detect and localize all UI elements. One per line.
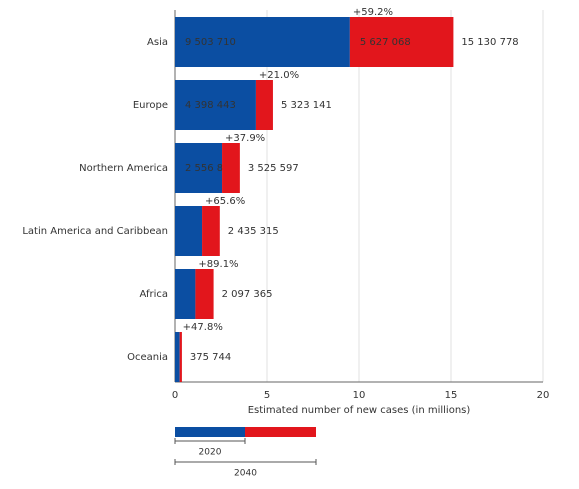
- value-label: 9 503 710: [185, 37, 236, 48]
- legend-swatch: [175, 427, 245, 437]
- x-tick-label: 10: [353, 390, 366, 401]
- bar-segment: [179, 332, 182, 382]
- growth-label: +37.9%: [225, 133, 265, 144]
- bar-segment: [349, 17, 454, 67]
- category-label: Asia: [147, 37, 168, 48]
- total-label: 2 097 365: [222, 289, 273, 300]
- bar-segment: [175, 206, 203, 256]
- total-label: 15 130 778: [461, 37, 518, 48]
- growth-label: +47.8%: [183, 322, 223, 333]
- category-label: Latin America and Caribbean: [22, 226, 168, 237]
- category-label: Northern America: [79, 163, 168, 174]
- category-label: Africa: [139, 289, 168, 300]
- legend-label: 2020: [199, 448, 222, 458]
- x-tick-label: 5: [264, 390, 270, 401]
- x-tick-label: 0: [172, 390, 178, 401]
- growth-label: +89.1%: [198, 259, 238, 270]
- x-axis-label: Estimated number of new cases (in millio…: [248, 405, 471, 416]
- bar-segment: [175, 269, 196, 319]
- bar-segment: [222, 143, 240, 193]
- total-label: 3 525 597: [248, 163, 299, 174]
- legend-swatch: [245, 427, 316, 437]
- bar-segment: [175, 143, 223, 193]
- bar-segment: [255, 80, 273, 130]
- value-label: 4 398 443: [185, 100, 236, 111]
- bar-segment: [175, 80, 256, 130]
- growth-label: +21.0%: [259, 70, 299, 81]
- value-label: 2 556 862: [185, 163, 236, 174]
- bar-segment: [175, 332, 180, 382]
- x-tick-label: 15: [445, 390, 458, 401]
- bar-segment: [202, 206, 220, 256]
- bar-segment: [195, 269, 214, 319]
- growth-label: +59.2%: [353, 7, 393, 18]
- total-label: 2 435 315: [228, 226, 279, 237]
- value-label: 5 627 068: [360, 37, 411, 48]
- category-label: Europe: [133, 100, 168, 111]
- legend-label: 2040: [234, 469, 257, 479]
- category-label: Oceania: [127, 352, 168, 363]
- bar-segment: [175, 17, 350, 67]
- x-tick-label: 20: [537, 390, 550, 401]
- total-label: 375 744: [190, 352, 231, 363]
- growth-label: +65.6%: [205, 196, 245, 207]
- total-label: 5 323 141: [281, 100, 332, 111]
